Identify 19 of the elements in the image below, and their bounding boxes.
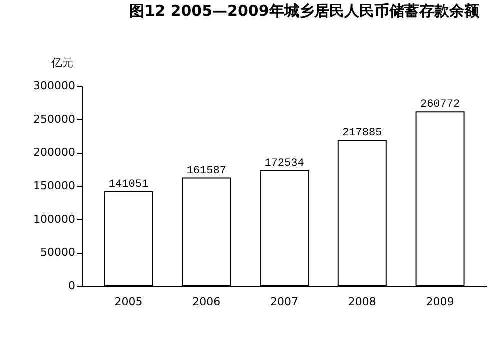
x-tick-label: 2006 [192, 296, 221, 308]
data-label: 172534 [264, 158, 305, 170]
chart-title: 图12 2005—2009年城乡居民人民币储蓄存款余额 [130, 2, 480, 20]
x-tick-label: 2007 [270, 296, 298, 308]
y-tick-label: 250000 [34, 112, 76, 126]
y-tick-label: 200000 [34, 146, 76, 160]
y-axis-title: 亿元 [50, 56, 74, 70]
y-tick-label: 300000 [34, 80, 76, 92]
y-tick-label: 0 [68, 280, 76, 292]
x-tick-label: 2008 [348, 296, 376, 308]
y-tick-label: 50000 [40, 246, 76, 260]
x-tick-label: 2009 [426, 296, 454, 308]
data-label: 217885 [342, 128, 382, 140]
y-tick-label: 150000 [34, 180, 76, 192]
y-tick-label: 100000 [34, 212, 76, 226]
data-label: 141051 [108, 178, 149, 191]
data-label: 161587 [186, 165, 226, 178]
x-tick-label: 2005 [114, 296, 143, 308]
data-label: 260772 [420, 99, 460, 112]
